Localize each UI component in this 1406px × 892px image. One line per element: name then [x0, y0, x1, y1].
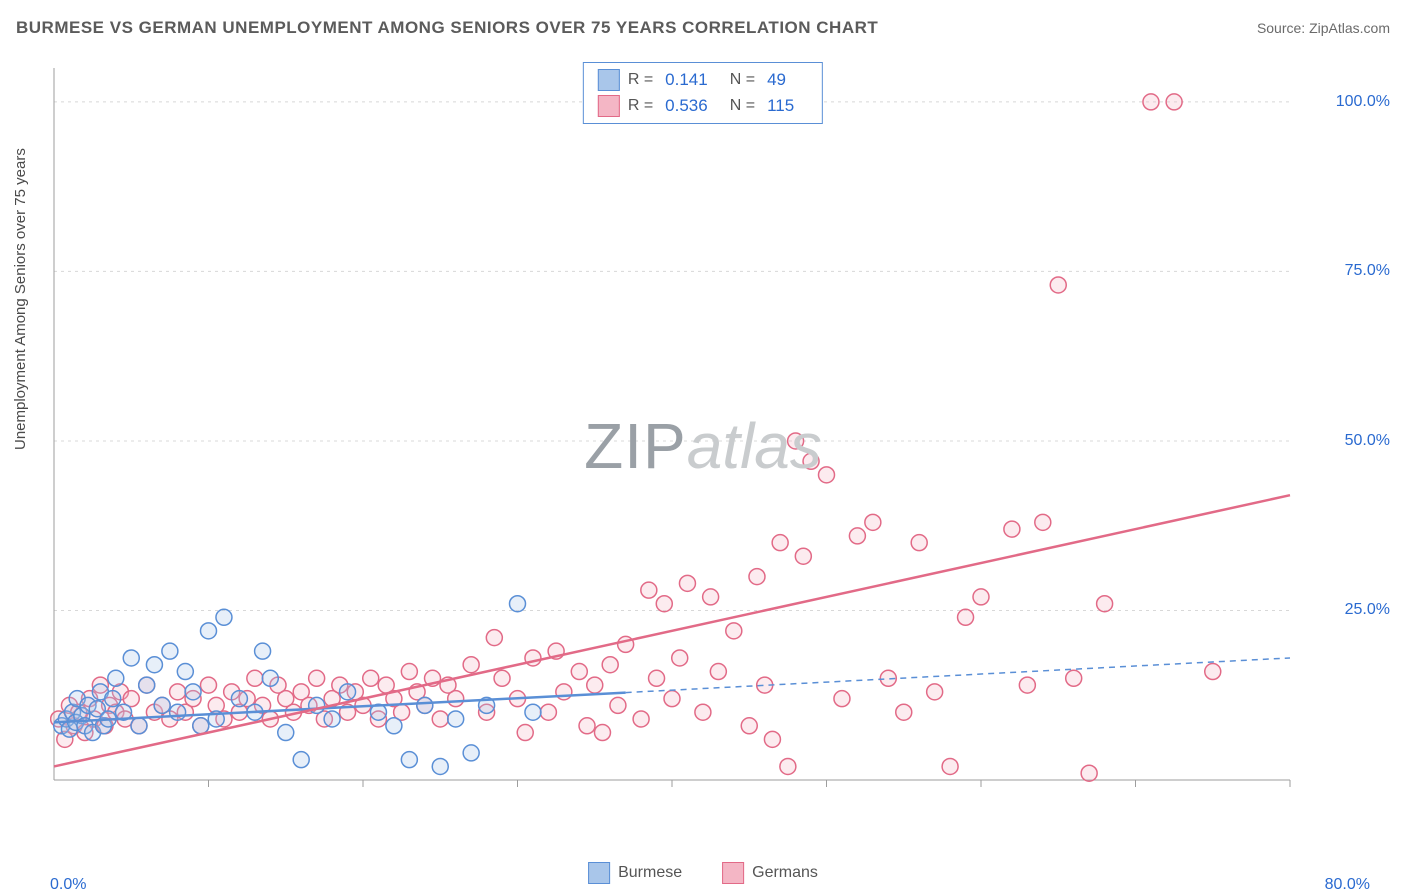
y-tick-label: 25.0% — [1345, 601, 1390, 619]
x-tick-min: 0.0% — [50, 876, 86, 892]
correlation-legend: R = 0.141 N = 49 R = 0.536 N = 115 — [583, 62, 823, 124]
burmese-n-value: 49 — [767, 70, 786, 90]
plot-area — [50, 60, 1360, 820]
chart-title: BURMESE VS GERMAN UNEMPLOYMENT AMONG SEN… — [16, 18, 878, 38]
r-label: R = — [628, 97, 653, 115]
y-tick-label: 75.0% — [1345, 262, 1390, 280]
scatter-chart — [50, 60, 1360, 820]
burmese-swatch — [588, 862, 610, 884]
y-axis-label: Unemployment Among Seniors over 75 years — [12, 148, 29, 450]
n-label: N = — [730, 97, 755, 115]
germans-r-value: 0.536 — [665, 96, 708, 116]
germans-swatch — [598, 95, 620, 117]
legend-item-germans: Germans — [722, 862, 818, 884]
series-legend: Burmese Germans — [588, 862, 818, 884]
source-label: Source: ZipAtlas.com — [1257, 20, 1390, 36]
burmese-r-value: 0.141 — [665, 70, 708, 90]
r-label: R = — [628, 71, 653, 89]
germans-swatch — [722, 862, 744, 884]
germans-n-value: 115 — [767, 96, 794, 116]
burmese-swatch — [598, 69, 620, 91]
n-label: N = — [730, 71, 755, 89]
x-tick-max: 80.0% — [1325, 876, 1370, 892]
y-tick-label: 50.0% — [1345, 432, 1390, 450]
y-tick-label: 100.0% — [1336, 93, 1390, 111]
legend-row-burmese: R = 0.141 N = 49 — [598, 67, 808, 93]
burmese-label: Burmese — [618, 864, 682, 882]
legend-row-germans: R = 0.536 N = 115 — [598, 93, 808, 119]
germans-label: Germans — [752, 864, 818, 882]
legend-item-burmese: Burmese — [588, 862, 682, 884]
